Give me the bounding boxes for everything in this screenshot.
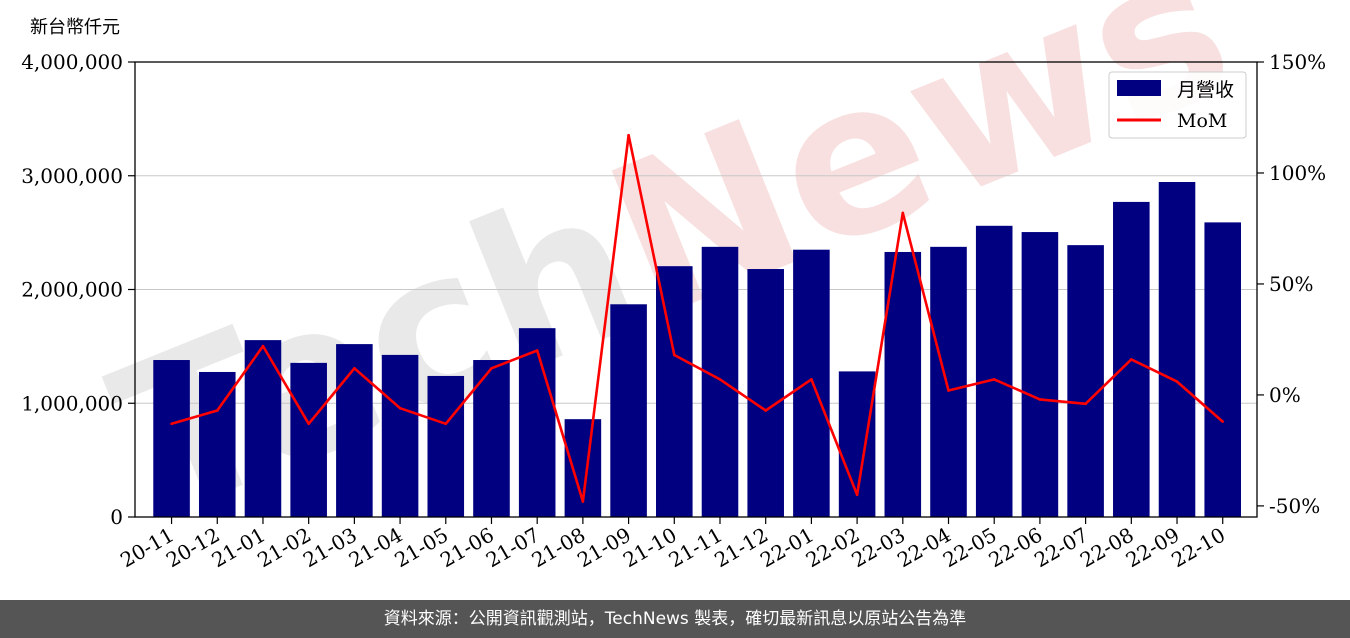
revenue-bar [747,269,784,517]
revenue-bar [381,354,419,517]
mom-point [490,366,493,370]
revenue-bar [701,246,739,517]
revenue-bar [153,360,190,517]
right-y-tick-label: 50% [1269,272,1313,296]
mom-point [353,366,356,370]
revenue-bar [198,371,236,517]
mom-point [307,422,310,426]
mom-point [627,133,630,137]
right-y-tick-label: -50% [1269,494,1320,518]
left-y-axis-unit: 新台幣仟元 [30,17,120,38]
left-y-axis: 0 1,000,000 2,000,000 3,000,000 4,000,000 [21,50,135,529]
mom-point [718,378,722,381]
mom-point [1130,358,1133,361]
mom-point [901,211,905,215]
revenue-bar [473,360,510,517]
mom-point [535,349,539,352]
revenue-bar [1204,222,1242,517]
right-y-tick-label: 150% [1269,50,1326,74]
left-y-tick-label: 2,000,000 [21,278,123,302]
left-y-tick-label: 1,000,000 [21,391,123,415]
left-y-tick-label: 4,000,000 [21,50,123,74]
mom-line [171,133,1224,503]
right-y-tick-label: 100% [1269,161,1326,185]
revenue-bar [336,344,373,517]
legend-label-bar: 月營收 [1177,79,1234,101]
revenue-bar [975,225,1013,518]
x-tick-label: 22-10 [1167,523,1229,573]
legend-swatch-bar [1117,80,1161,96]
mom-point [581,500,585,503]
mom-point [1175,380,1179,383]
revenue-bar [244,340,282,517]
revenue-bar [1158,182,1196,517]
revenue-bar [656,266,693,517]
legend-label-line: MoM [1177,110,1227,132]
mom-point [261,344,265,348]
revenue-bar [793,249,830,517]
mom-point [764,409,767,412]
revenue-bar [1067,245,1104,517]
revenue-bar [610,304,647,517]
mom-line-series [170,133,1225,503]
mom-point [398,406,402,410]
mom-point [1038,398,1042,401]
chart: TechNews 01,000,0002,000,0003,000,0004,0… [21,0,1326,572]
mom-point [1084,402,1087,406]
mom-point [1221,420,1225,423]
revenue-bar [518,328,556,517]
revenue-bar [930,246,967,517]
bar-series [153,182,1242,518]
revenue-bar [427,375,465,517]
right-y-axis: -50% 0% 50% 100% 150% [1257,50,1326,518]
mom-point [444,422,448,426]
mom-point [947,389,950,392]
left-y-tick-label: 0 [110,505,123,529]
mom-point [855,493,859,497]
x-axis: 20-1120-1221-0121-0221-0321-0421-0521-06… [116,517,1229,572]
revenue-bar [290,362,327,517]
mom-point [170,422,173,426]
left-y-tick-label: 3,000,000 [21,164,123,188]
mom-point [672,353,676,357]
mom-point [992,378,996,381]
right-y-tick-label: 0% [1269,383,1301,407]
source-footer: 資料來源：公開資訊觀測站，TechNews 製表，確切最新訊息以原站公告為準 [0,600,1350,638]
mom-point [215,409,219,412]
revenue-bar [1021,232,1059,517]
legend: 月營收 MoM [1108,71,1247,139]
mom-point [810,378,813,381]
